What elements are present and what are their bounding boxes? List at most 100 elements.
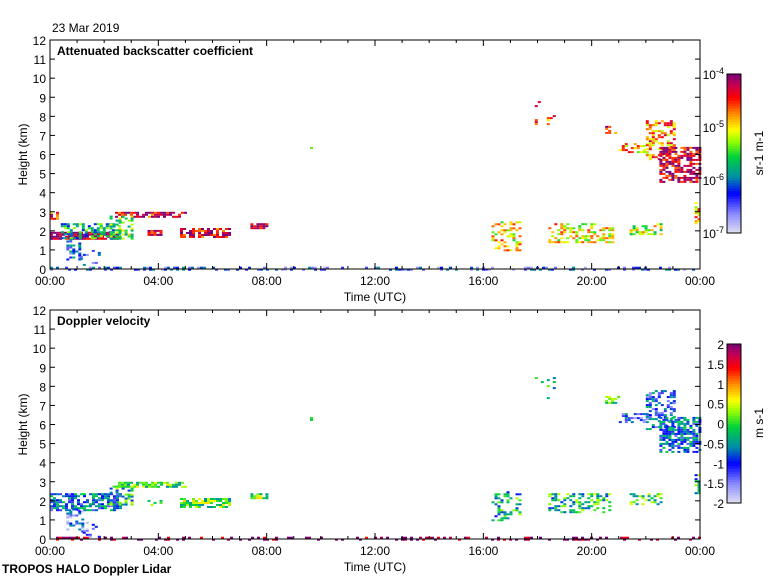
data-cell	[93, 223, 97, 226]
data-cell	[125, 536, 128, 539]
data-cell	[668, 436, 672, 439]
data-cell	[683, 432, 687, 435]
data-cell	[669, 142, 673, 145]
colorbar-cell	[727, 383, 741, 387]
y-tick-label: 5	[39, 438, 46, 452]
data-cell	[222, 236, 225, 238]
data-cell	[92, 497, 95, 500]
data-cell	[494, 503, 498, 506]
data-cell	[578, 493, 582, 496]
colorbar-cell	[727, 222, 741, 226]
data-cell	[92, 501, 95, 504]
colorbar-cell	[727, 219, 741, 223]
data-cell	[669, 414, 673, 417]
data-cell	[109, 491, 113, 494]
data-cell	[659, 493, 663, 496]
data-cell	[172, 483, 175, 486]
data-cell	[66, 528, 70, 531]
data-cell	[651, 426, 655, 429]
data-cell	[183, 236, 186, 238]
data-cell	[180, 236, 183, 238]
data-cell	[91, 261, 95, 264]
data-cell	[65, 503, 68, 506]
data-cell	[195, 502, 198, 504]
data-cell	[608, 129, 612, 132]
data-cell	[624, 145, 628, 148]
x-tick-label: 04:00	[143, 274, 173, 288]
data-cell	[66, 516, 70, 519]
data-cell	[262, 223, 266, 226]
data-cell	[648, 138, 652, 141]
data-cell	[118, 221, 122, 224]
data-cell	[470, 266, 473, 269]
data-cell	[201, 234, 204, 236]
data-cell	[96, 231, 100, 234]
colorbar-cell	[727, 81, 741, 85]
data-cell	[638, 231, 642, 234]
data-cell	[449, 536, 452, 539]
data-cell	[660, 130, 664, 133]
data-cell	[645, 124, 649, 127]
data-cell	[213, 236, 216, 238]
colorbar-cell	[727, 346, 741, 350]
data-cell	[500, 229, 504, 232]
data-cell	[651, 142, 655, 145]
data-cell	[659, 266, 662, 269]
data-cell	[636, 147, 640, 150]
data-cell	[672, 392, 676, 395]
data-cell	[77, 231, 80, 234]
data-cell	[78, 254, 82, 257]
data-cell	[161, 268, 164, 271]
data-cell	[308, 266, 311, 269]
colorbar-frame	[726, 73, 742, 234]
data-cell	[497, 505, 501, 508]
data-cell	[695, 416, 699, 419]
data-cell	[659, 160, 663, 163]
data-cell	[62, 505, 65, 508]
data-cell	[623, 536, 626, 539]
data-cell	[647, 495, 651, 498]
data-cell	[207, 500, 210, 502]
data-cell	[216, 500, 219, 502]
y-tick-label: 4	[39, 187, 46, 201]
data-cell	[663, 132, 667, 135]
y-tick-label: 11	[34, 53, 47, 67]
data-cell	[662, 418, 666, 421]
data-cell	[476, 268, 479, 271]
colorbar-cell	[727, 113, 741, 117]
data-cell	[683, 154, 687, 157]
data-cell	[69, 238, 73, 241]
data-cell	[665, 428, 669, 431]
colorbar-cell	[727, 79, 741, 83]
data-cell	[686, 164, 690, 167]
data-cell	[192, 502, 195, 504]
data-cell	[159, 233, 163, 236]
data-cell	[674, 434, 678, 437]
data-cell	[645, 421, 649, 424]
colorbar-cell	[727, 74, 741, 78]
data-cell	[692, 438, 696, 441]
data-cell	[605, 536, 608, 539]
data-cell	[83, 501, 86, 504]
colorbar-cell	[727, 214, 741, 218]
data-cell	[311, 266, 314, 269]
data-cell	[216, 236, 219, 238]
data-cell	[228, 232, 231, 234]
data-cell	[175, 215, 178, 218]
data-cell	[192, 500, 195, 502]
data-cell	[145, 481, 148, 484]
data-cell	[86, 536, 89, 539]
data-cell	[686, 176, 690, 179]
data-cell	[130, 223, 134, 226]
data-cell	[145, 213, 148, 216]
data-cell	[69, 244, 73, 247]
data-cell	[654, 418, 658, 421]
x-tick-label: 12:00	[360, 544, 390, 558]
data-cell	[124, 497, 128, 500]
data-cell	[680, 438, 684, 441]
data-cell	[641, 225, 645, 228]
data-cell	[659, 178, 663, 181]
colorbar-cell	[727, 450, 741, 454]
data-cell	[645, 122, 649, 125]
data-cell	[224, 268, 227, 271]
